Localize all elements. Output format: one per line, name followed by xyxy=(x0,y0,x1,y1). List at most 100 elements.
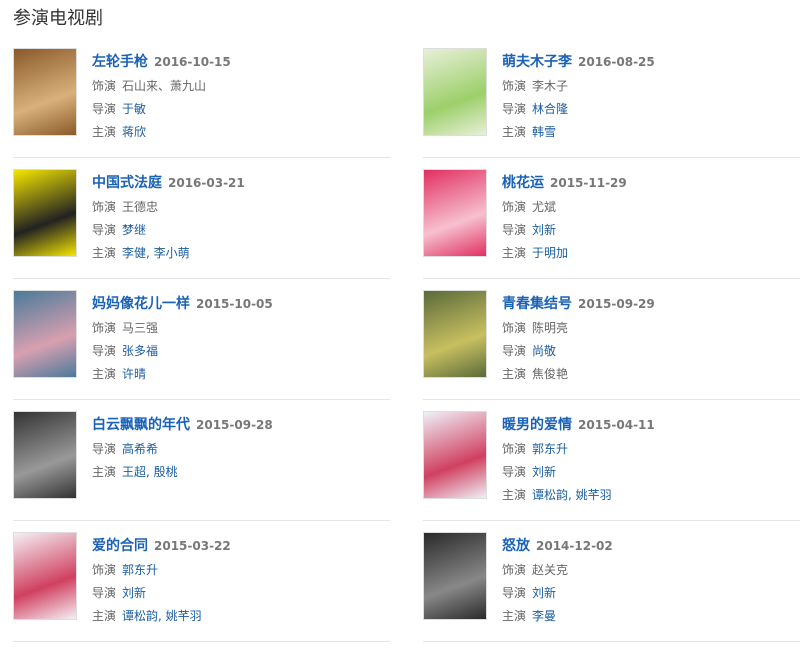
item-heading: 桃花运 2015-11-29 xyxy=(502,172,627,192)
drama-title[interactable]: 爱的合同 xyxy=(92,538,148,554)
info-label: 主演 xyxy=(92,125,117,139)
poster[interactable] xyxy=(423,411,487,499)
poster[interactable] xyxy=(423,290,487,378)
info-value[interactable]: 于明加 xyxy=(532,246,569,260)
info-row: 主演 许晴 xyxy=(92,365,146,382)
info-label: 饰演 xyxy=(92,79,117,93)
poster[interactable] xyxy=(13,169,77,257)
info-label: 主演 xyxy=(92,246,117,260)
poster[interactable] xyxy=(423,169,487,257)
release-date: 2016-08-25 xyxy=(578,55,655,69)
info-value[interactable]: 李曼 xyxy=(532,609,557,623)
release-date: 2016-10-15 xyxy=(154,55,231,69)
info-row: 饰演 郭东升 xyxy=(92,561,158,578)
info-label: 主演 xyxy=(502,367,527,381)
item-heading: 妈妈像花儿一样 2015-10-05 xyxy=(92,293,273,313)
info-label: 饰演 xyxy=(92,563,117,577)
info-label: 饰演 xyxy=(502,200,527,214)
info-value: 陈明亮 xyxy=(532,321,569,335)
info-value[interactable]: 许晴 xyxy=(122,367,147,381)
info-value[interactable]: 尚敬 xyxy=(532,344,557,358)
info-label: 导演 xyxy=(502,223,527,237)
info-value[interactable]: 梦继 xyxy=(122,223,147,237)
info-row: 导演 刘新 xyxy=(502,584,556,601)
drama-title[interactable]: 暖男的爱情 xyxy=(502,417,572,433)
info-value[interactable]: 张多福 xyxy=(122,344,159,358)
drama-title[interactable]: 青春集结号 xyxy=(502,296,572,312)
drama-title[interactable]: 白云飘飘的年代 xyxy=(92,417,190,433)
drama-title[interactable]: 怒放 xyxy=(502,538,530,554)
info-value[interactable]: 刘新 xyxy=(532,586,557,600)
info-value: 石山来、萧九山 xyxy=(122,79,207,93)
info-label: 导演 xyxy=(92,102,117,116)
release-date: 2015-03-22 xyxy=(154,539,231,553)
info-label: 导演 xyxy=(92,442,117,456)
info-value[interactable]: 林合隆 xyxy=(532,102,569,116)
info-value[interactable]: 蒋欣 xyxy=(122,125,147,139)
info-row: 导演 林合隆 xyxy=(502,100,568,117)
info-label: 导演 xyxy=(502,465,527,479)
info-value[interactable]: 刘新 xyxy=(122,586,147,600)
info-label: 饰演 xyxy=(502,563,527,577)
info-value[interactable]: 李健, 李小萌 xyxy=(122,246,190,260)
info-value[interactable]: 韩雪 xyxy=(532,125,557,139)
drama-title[interactable]: 左轮手枪 xyxy=(92,54,148,70)
info-row: 饰演 王德忠 xyxy=(92,198,158,215)
info-label: 主演 xyxy=(502,609,527,623)
info-value[interactable]: 谭松韵, 姚芊羽 xyxy=(532,488,612,502)
separator xyxy=(423,278,800,279)
info-label: 主演 xyxy=(92,609,117,623)
poster[interactable] xyxy=(423,48,487,136)
drama-title[interactable]: 桃花运 xyxy=(502,175,544,191)
item-heading: 暖男的爱情 2015-04-11 xyxy=(502,414,655,434)
separator xyxy=(13,399,390,400)
info-row: 导演 于敏 xyxy=(92,100,146,117)
poster[interactable] xyxy=(13,411,77,499)
info-label: 饰演 xyxy=(92,321,117,335)
info-row: 饰演 石山来、萧九山 xyxy=(92,77,206,94)
info-value: 焦俊艳 xyxy=(532,367,569,381)
info-value: 赵关克 xyxy=(532,563,569,577)
release-date: 2015-09-29 xyxy=(578,297,655,311)
info-row: 饰演 李木子 xyxy=(502,77,568,94)
release-date: 2014-12-02 xyxy=(536,539,613,553)
drama-title[interactable]: 中国式法庭 xyxy=(92,175,162,191)
info-label: 导演 xyxy=(92,223,117,237)
info-row: 导演 梦继 xyxy=(92,221,146,238)
separator xyxy=(13,157,390,158)
info-value[interactable]: 谭松韵, 姚芊羽 xyxy=(122,609,202,623)
info-label: 导演 xyxy=(502,344,527,358)
item-heading: 中国式法庭 2016-03-21 xyxy=(92,172,245,192)
drama-title[interactable]: 萌夫木子李 xyxy=(502,54,572,70)
poster[interactable] xyxy=(13,532,77,620)
info-value[interactable]: 郭东升 xyxy=(122,563,159,577)
info-label: 饰演 xyxy=(502,321,527,335)
info-value: 李木子 xyxy=(532,79,569,93)
info-row: 导演 刘新 xyxy=(502,463,556,480)
info-value[interactable]: 刘新 xyxy=(532,465,557,479)
info-label: 主演 xyxy=(502,246,527,260)
info-row: 饰演 郭东升 xyxy=(502,440,568,457)
release-date: 2016-03-21 xyxy=(168,176,245,190)
info-value[interactable]: 刘新 xyxy=(532,223,557,237)
info-row: 主演 李健, 李小萌 xyxy=(92,244,190,261)
section-title: 参演电视剧 xyxy=(13,8,103,29)
info-row: 导演 高希希 xyxy=(92,440,158,457)
item-heading: 青春集结号 2015-09-29 xyxy=(502,293,655,313)
info-label: 主演 xyxy=(502,488,527,502)
info-value[interactable]: 郭东升 xyxy=(532,442,569,456)
separator xyxy=(13,641,390,642)
info-label: 导演 xyxy=(92,586,117,600)
info-value[interactable]: 于敏 xyxy=(122,102,147,116)
drama-title[interactable]: 妈妈像花儿一样 xyxy=(92,296,190,312)
release-date: 2015-10-05 xyxy=(196,297,273,311)
poster[interactable] xyxy=(423,532,487,620)
info-row: 主演 谭松韵, 姚芊羽 xyxy=(92,607,202,624)
info-value[interactable]: 高希希 xyxy=(122,442,159,456)
poster[interactable] xyxy=(13,48,77,136)
info-label: 导演 xyxy=(502,102,527,116)
info-value[interactable]: 王超, 殷桃 xyxy=(122,465,178,479)
poster[interactable] xyxy=(13,290,77,378)
info-value: 马三强 xyxy=(122,321,159,335)
